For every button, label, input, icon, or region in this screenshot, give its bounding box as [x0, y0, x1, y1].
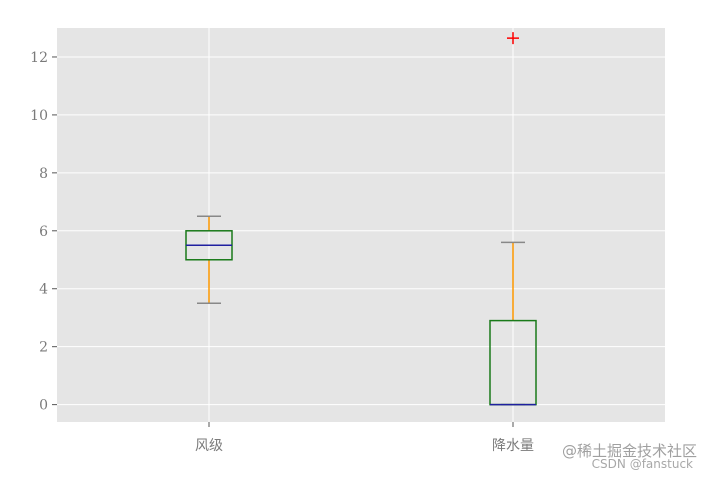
outlier-marker: [507, 32, 519, 45]
y-tick-label: 10: [30, 108, 48, 124]
boxes: [185, 32, 537, 406]
x-tick-label: 降水量: [492, 438, 534, 454]
y-tick-label: 4: [39, 282, 48, 298]
grid-lines: [57, 28, 665, 422]
y-tick-label: 0: [39, 398, 48, 414]
y-axis-ticks: 0 2 4 6 8 10 12: [30, 50, 57, 414]
watermark-juejin: @稀土掘金技术社区: [561, 442, 697, 460]
y-tick-label: 6: [39, 224, 48, 240]
x-tick-label: 风级: [195, 438, 223, 454]
y-tick-label: 2: [39, 340, 48, 356]
box-1: [489, 32, 537, 406]
y-tick-label: 8: [39, 166, 48, 182]
watermark-csdn: CSDN @fanstuck: [591, 457, 693, 471]
box-0: [185, 215, 233, 304]
y-tick-label: 12: [30, 50, 48, 66]
plot-area: [57, 28, 665, 422]
x-axis-ticks: 风级 降水量: [195, 422, 534, 454]
